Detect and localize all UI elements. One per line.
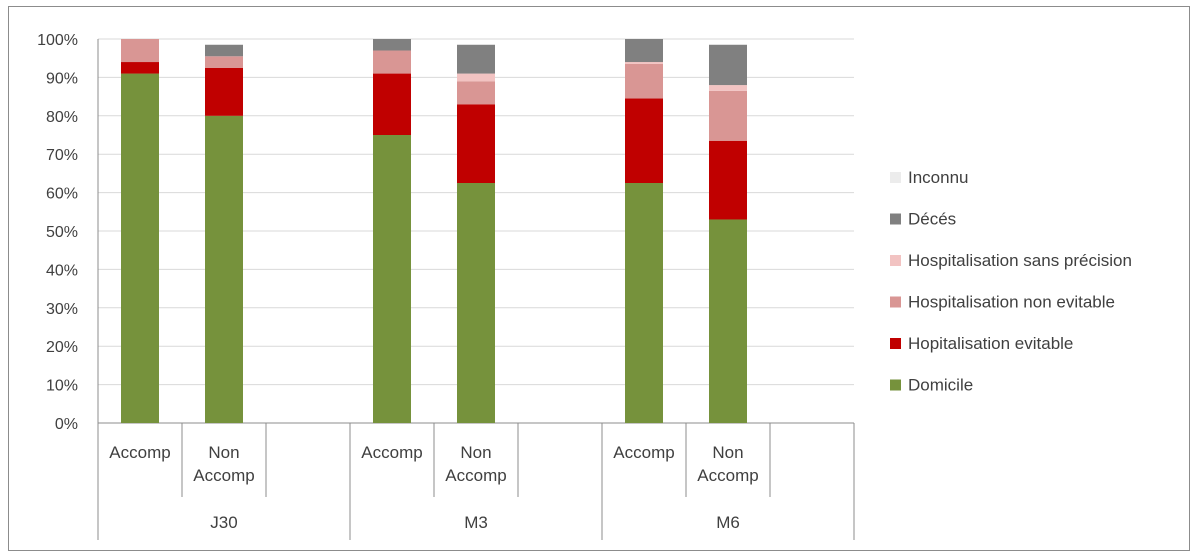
group-label: M3 xyxy=(464,513,488,532)
bar-segment xyxy=(625,98,663,183)
legend-label: Hospitalisation sans précision xyxy=(908,251,1132,270)
group-label: M6 xyxy=(716,513,740,532)
group-label: J30 xyxy=(210,513,237,532)
legend-swatch xyxy=(890,338,901,349)
bar-segment xyxy=(457,73,495,82)
legend-swatch xyxy=(890,296,901,308)
bar-segment xyxy=(373,73,411,135)
bar-segment xyxy=(457,44,495,74)
bar-segment xyxy=(709,140,747,220)
legend-label: Décés xyxy=(908,210,956,229)
y-tick-label: 100% xyxy=(37,32,78,49)
y-tick-label: 70% xyxy=(46,147,78,164)
legend-label: Hospitalisation non evitable xyxy=(908,293,1115,312)
bar-segment xyxy=(709,44,747,86)
category-label: Accomp xyxy=(445,466,506,485)
y-tick-label: 20% xyxy=(46,339,78,356)
y-tick-label: 60% xyxy=(46,186,78,203)
legend-swatch xyxy=(890,379,901,391)
y-tick-label: 80% xyxy=(46,109,78,126)
category-label: Accomp xyxy=(109,443,170,462)
legend-swatch xyxy=(890,172,901,183)
bar-segment xyxy=(121,62,159,74)
bar-segment xyxy=(625,183,663,423)
bar-segment xyxy=(205,56,243,68)
category-label: Non xyxy=(208,443,239,462)
bar-segment xyxy=(625,39,663,63)
bar-segment xyxy=(121,39,159,63)
category-label: Accomp xyxy=(613,443,674,462)
bar-segment xyxy=(709,90,747,141)
y-tick-label: 50% xyxy=(46,224,78,241)
bar-segment xyxy=(205,115,243,424)
bar-segment xyxy=(457,81,495,105)
legend-label: Inconnu xyxy=(908,168,969,187)
bar-segment xyxy=(373,50,411,74)
category-label: Accomp xyxy=(193,466,254,485)
y-tick-label: 90% xyxy=(46,70,78,87)
bar-segment xyxy=(625,63,663,99)
bar-segment xyxy=(373,39,411,51)
y-tick-label: 40% xyxy=(46,262,78,279)
y-tick-label: 10% xyxy=(46,378,78,395)
legend-label: Domicile xyxy=(908,376,973,395)
bar-segment xyxy=(709,85,747,91)
bar-segment xyxy=(121,73,159,423)
legend-swatch xyxy=(890,255,901,266)
y-tick-label: 30% xyxy=(46,301,78,318)
bar-segment xyxy=(709,219,747,423)
bar-segment xyxy=(625,62,663,64)
bar-segment xyxy=(457,183,495,423)
category-label: Non xyxy=(712,443,743,462)
category-label: Accomp xyxy=(361,443,422,462)
category-label: Accomp xyxy=(697,466,758,485)
category-label: Non xyxy=(460,443,491,462)
bar-segment xyxy=(205,67,243,116)
legend-label: Hopitalisation evitable xyxy=(908,334,1073,353)
bar-segment xyxy=(373,135,411,423)
bar-segment xyxy=(457,104,495,183)
legend-swatch xyxy=(890,213,901,225)
y-tick-label: 0% xyxy=(55,416,78,433)
bar-segment xyxy=(205,44,243,57)
